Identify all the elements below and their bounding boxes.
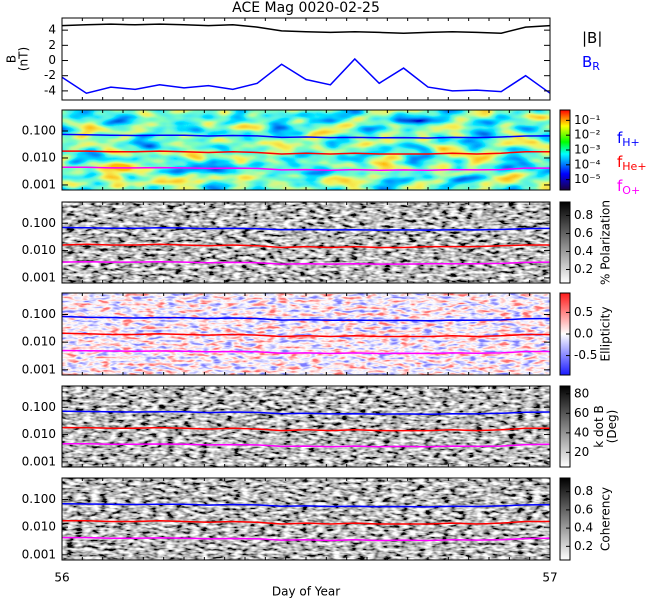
colorbar-label: Coherency [599,487,613,551]
colorbar-label: % Polarization [599,200,613,285]
y-axis-label: (nT) [17,47,31,71]
y-tick-label: 0.100 [22,307,56,321]
colorbar-tick-label: 0.6 [574,226,593,240]
y-tick-label: -4 [44,83,56,97]
series-line [62,166,550,172]
series-line [61,503,551,508]
chart-title: ACE Mag 0020-02-25 [232,0,380,16]
series-line [62,520,550,525]
legend-entry: fO+ [617,177,640,198]
series-line [61,332,550,338]
x-axis-label: Day of Year [272,585,340,599]
spectrogram-texture [62,386,550,467]
series-line [62,536,551,542]
series-line [61,133,551,139]
y-tick-label: 0.010 [22,335,56,349]
colorbar-tick-label: 60 [574,406,589,420]
legend-subscript: R [592,60,600,73]
plot-frame [61,17,551,101]
y-tick-label: 0.010 [22,427,56,441]
colorbar-tick-label: 10⁻³ [574,143,601,157]
colorbar-tick-label: 0.2 [574,539,593,553]
colorbar-tick-label: 10⁻¹ [574,113,601,127]
spectrogram-texture [62,478,550,560]
legend-entry: fH+ [617,129,640,150]
colorbar-tick-label: 10⁻² [574,128,601,142]
series-line [61,57,551,95]
y-tick-label: 0.100 [22,216,56,230]
colorbar-tick-label: 0.8 [574,484,593,498]
colorbar [559,201,571,284]
legend-name: f [617,153,623,171]
y-tick-label: 0.100 [22,492,56,506]
y-tick-label: 0.001 [22,270,56,284]
series-line [61,260,551,265]
colorbar-tick-label: 0.4 [574,244,593,258]
colorbar-tick-label: 0.8 [574,208,593,222]
y-tick-label: 0.100 [22,123,56,137]
colorbar [559,477,571,561]
series-line [61,315,551,322]
colorbar-tick-label: 0.2 [574,262,593,276]
colorbar-label: Ellipticity [599,307,613,362]
y-tick-label: 0.001 [22,454,56,468]
y-tick-label: 0.001 [22,177,56,191]
legend-name: |B| [582,29,602,47]
y-tick-label: 0.100 [22,400,56,414]
colorbar-tick-label: 0.5 [574,305,593,319]
colorbar-label: (Deg) [605,410,619,444]
y-tick-label: 2 [48,38,56,52]
legend-subscript: He+ [622,160,646,173]
colorbar-tick-label: 0.0 [574,327,593,341]
legend-subscript: O+ [622,184,640,197]
colorbar-tick-label: 0.6 [574,502,593,516]
series-line [61,226,551,231]
legend-name: f [617,129,623,147]
y-tick-label: 0.001 [22,362,56,376]
series-line [61,243,550,249]
y-tick-label: -2 [44,68,56,82]
legend-subscript: H+ [622,136,640,149]
colorbar-tick-label: 10⁻⁵ [574,172,601,186]
colorbar-tick-label: 0.4 [574,521,593,535]
x-tick-label: 57 [542,571,557,585]
series-line [62,426,550,432]
colorbar [559,385,571,468]
y-tick-label: 0.010 [22,150,56,164]
colorbar-tick-label: 20 [574,445,589,459]
series-line [61,349,550,355]
colorbar-tick-label: -0.5 [574,348,597,362]
legend-entry: |B| [582,29,602,47]
y-tick-label: 0.010 [22,520,56,534]
y-tick-label: 0 [48,53,56,67]
legend-entry: BR [582,53,600,74]
series-line [61,410,551,416]
x-tick-label: 56 [54,571,69,585]
y-tick-label: 0.010 [22,243,56,257]
series-line [61,23,551,34]
colorbar-tick-label: 40 [574,425,589,439]
spectrogram-texture [62,202,550,283]
series-line [62,443,551,448]
legend-entry: fHe+ [617,153,647,174]
series-line [62,150,550,155]
legend-name: f [617,177,623,195]
y-tick-label: 0.001 [22,547,56,561]
y-axis-label: B [5,55,19,63]
spectrogram-texture [62,110,550,190]
legend-name: B [582,53,592,71]
colorbar-tick-label: 10⁻⁴ [574,157,601,171]
y-tick-label: 4 [48,23,56,37]
colorbar-tick-label: 80 [574,386,589,400]
colorbar-label: k dot B [592,405,606,447]
